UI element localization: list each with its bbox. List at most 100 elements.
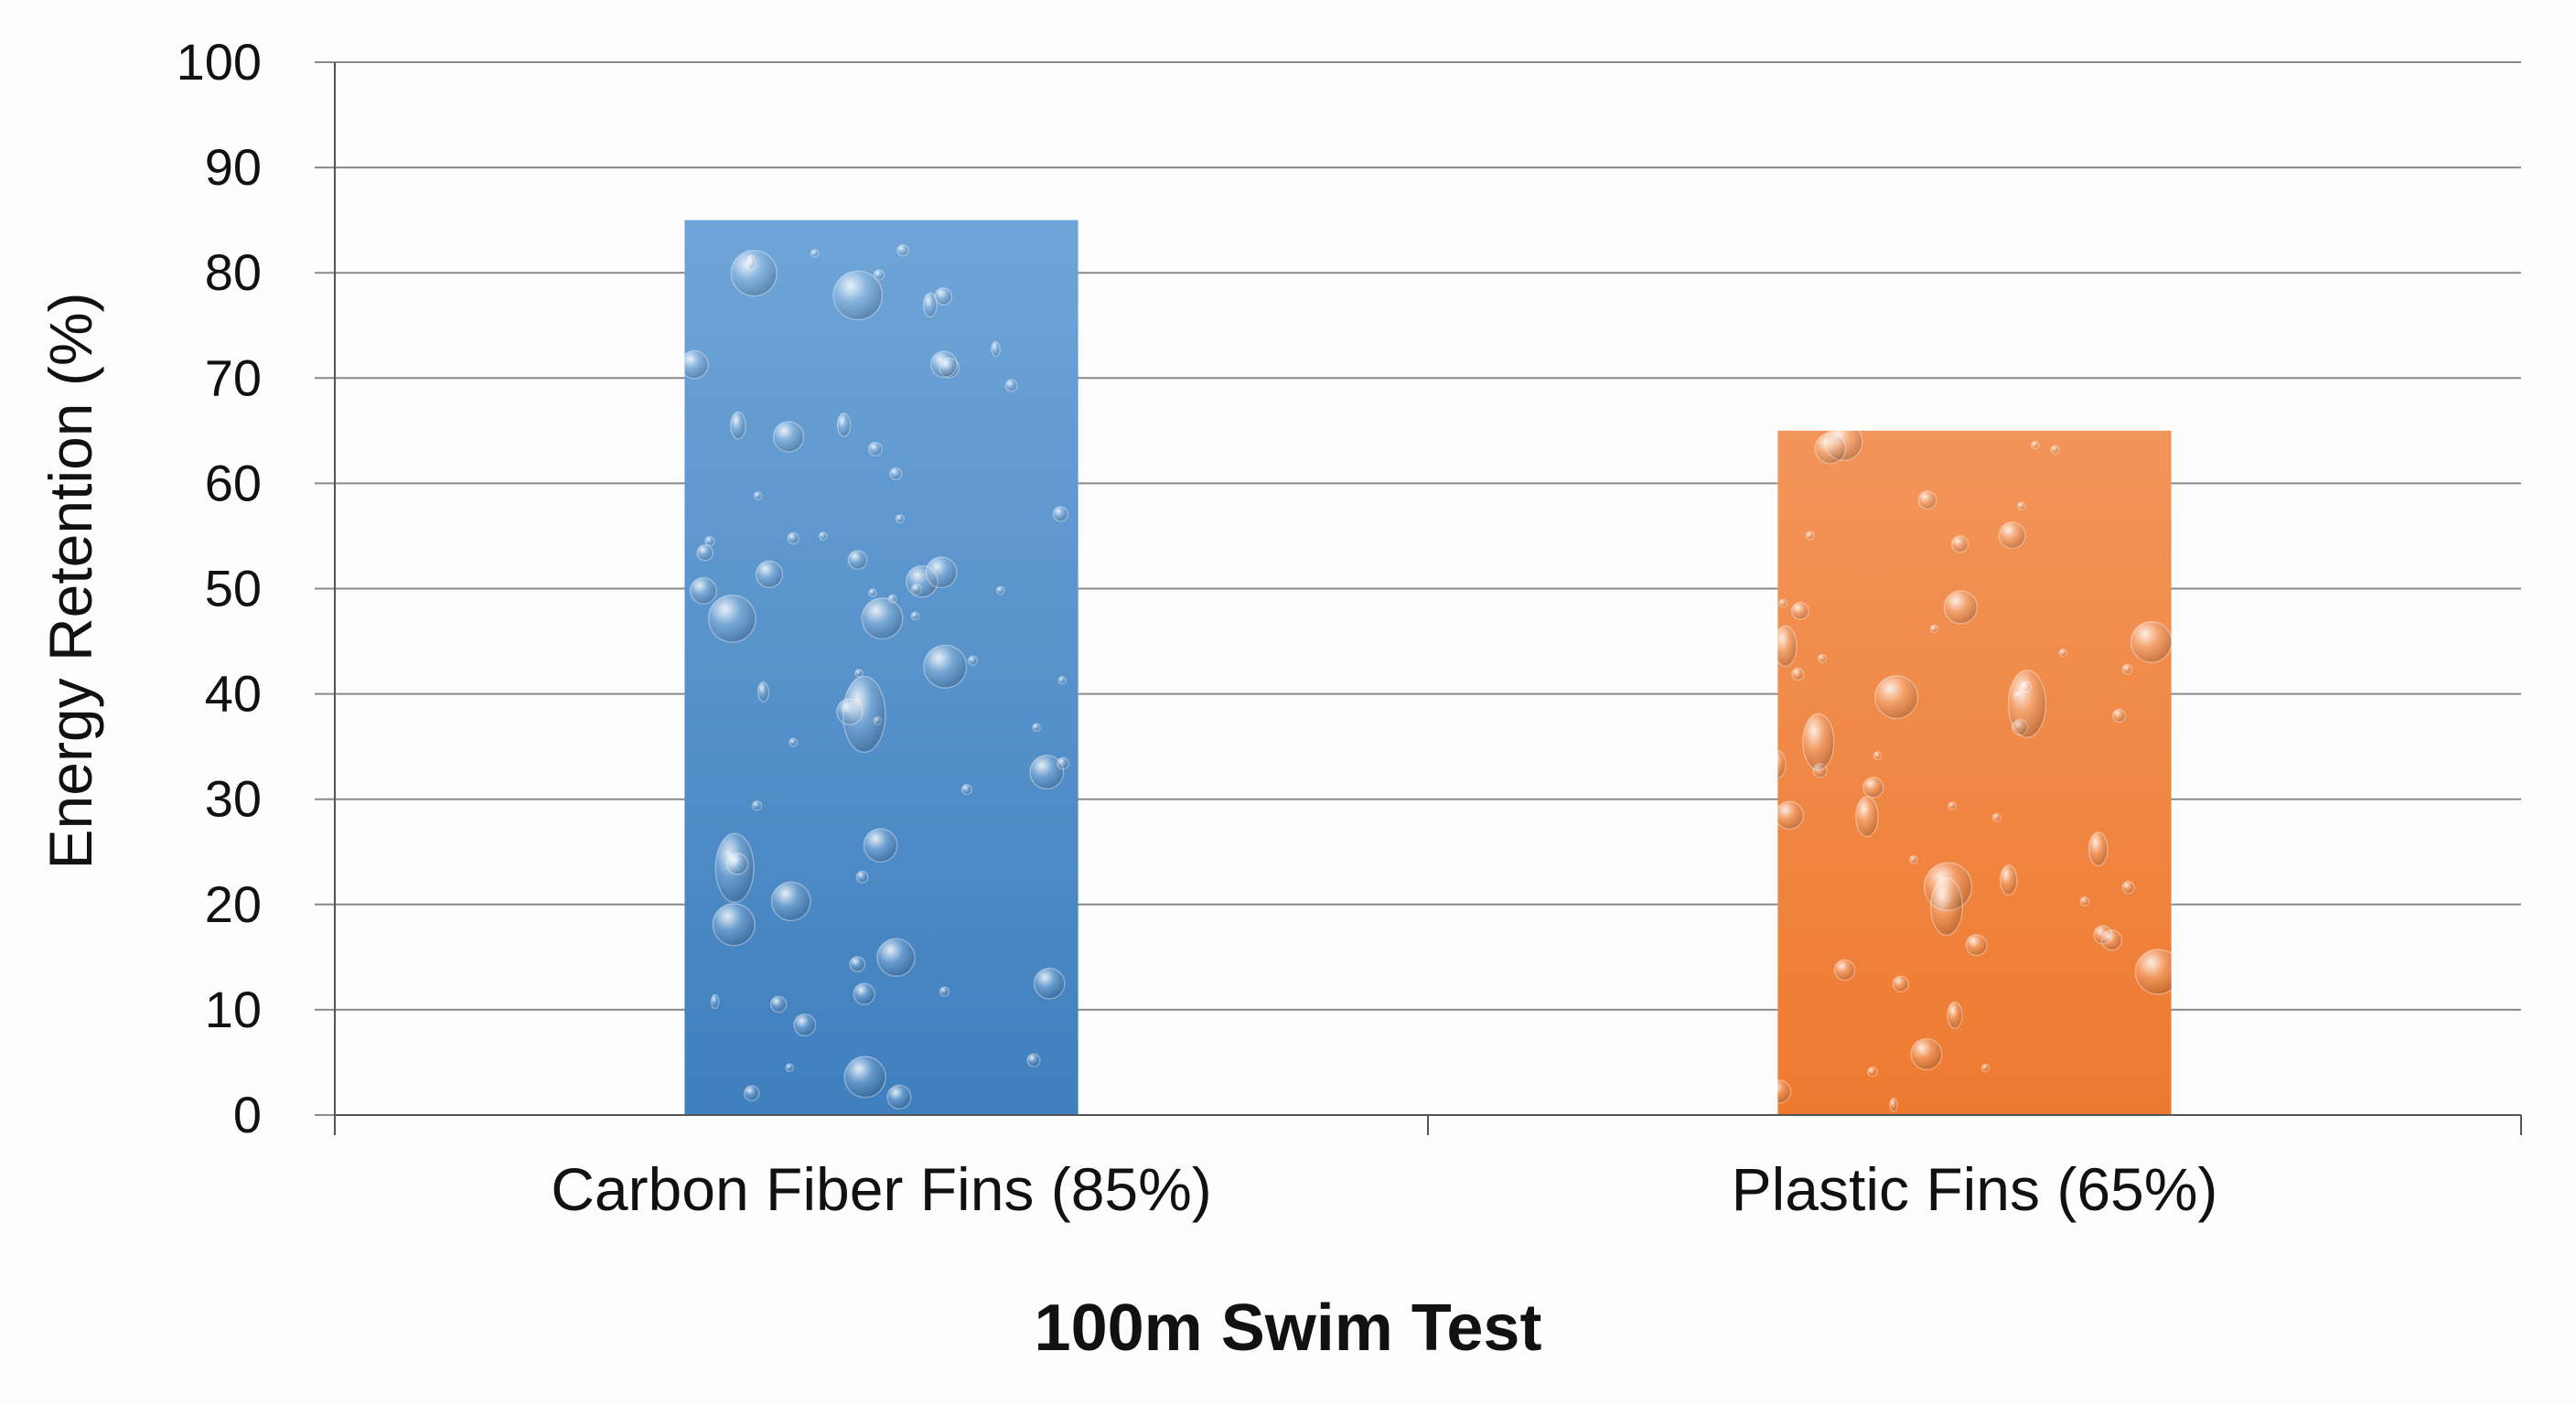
water-droplet — [923, 644, 968, 689]
water-droplet — [725, 853, 749, 875]
water-droplet — [1892, 975, 1909, 992]
bar — [684, 220, 1079, 1115]
water-droplet — [929, 350, 958, 379]
water-droplet — [1791, 667, 1805, 681]
axes — [334, 62, 2522, 1135]
water-droplet — [867, 441, 883, 456]
water-droplet — [2134, 949, 2172, 995]
water-droplet — [704, 535, 715, 547]
water-droplet — [746, 254, 756, 270]
water-droplet — [863, 828, 898, 863]
water-droplet — [849, 956, 866, 973]
water-droplet — [2007, 670, 2047, 738]
y-tick-label: 40 — [205, 665, 262, 723]
water-droplet — [1814, 432, 1847, 465]
y-tick-label: 70 — [205, 349, 262, 406]
water-droplet — [1032, 723, 1041, 733]
water-droplet — [895, 514, 905, 524]
water-droplet — [847, 550, 868, 571]
water-droplet — [1889, 1098, 1898, 1112]
water-droplet — [730, 249, 778, 297]
water-droplet — [861, 597, 904, 640]
water-droplet — [843, 1056, 886, 1099]
water-droplet — [1980, 1063, 1991, 1073]
water-droplet — [696, 544, 714, 562]
water-droplets — [684, 243, 1070, 1110]
water-droplet — [1991, 812, 2002, 822]
water-droplet — [1910, 1037, 1943, 1071]
water-droplet — [925, 556, 958, 589]
water-droplet — [743, 1085, 760, 1102]
water-droplet — [2100, 928, 2123, 951]
water-droplet — [1948, 801, 1957, 810]
water-droplet — [1862, 777, 1884, 799]
water-droplet — [1052, 506, 1068, 522]
water-droplet — [889, 467, 903, 481]
water-droplet — [2031, 440, 2040, 450]
water-droplet — [1057, 756, 1070, 770]
water-droplet — [995, 585, 1005, 595]
water-droplet — [939, 986, 950, 997]
water-droplet — [1790, 601, 1809, 620]
water-droplet — [1855, 796, 1879, 838]
water-droplet — [1777, 1079, 1792, 1104]
water-droplet — [751, 800, 763, 811]
water-droplet — [1873, 751, 1883, 760]
water-droplet — [772, 421, 805, 453]
water-droplet — [1777, 800, 1804, 831]
water-droplet — [1777, 625, 1798, 668]
water-droplet — [818, 531, 828, 541]
water-droplet — [2121, 880, 2135, 895]
water-droplet — [853, 982, 875, 1005]
water-droplet — [1917, 490, 1937, 510]
water-droplet — [1874, 675, 1919, 720]
water-droplet — [934, 287, 953, 306]
water-droplet — [855, 870, 869, 884]
water-droplet — [1950, 535, 1970, 553]
water-droplet — [689, 576, 717, 605]
y-tick-label: 20 — [205, 875, 262, 933]
water-droplet — [793, 1014, 817, 1037]
labels: Energy Retention (%) 100m Swim Test 0 10 2… — [37, 33, 2217, 1365]
y-tick-label: 90 — [205, 138, 262, 196]
y-tick-label: 30 — [205, 770, 262, 828]
gridlines — [315, 61, 2521, 1116]
water-droplet — [2111, 708, 2127, 724]
water-droplet — [1929, 624, 1939, 634]
water-droplet — [1817, 653, 1827, 663]
water-droplet — [910, 611, 920, 621]
water-droplet — [1004, 379, 1018, 392]
bar-group — [1777, 430, 2172, 1116]
water-droplet — [789, 737, 799, 747]
water-droplet — [707, 594, 757, 643]
water-droplet — [2017, 501, 2026, 511]
water-droplet — [2079, 896, 2090, 906]
water-droplet — [2058, 649, 2068, 658]
water-droplet — [753, 491, 763, 500]
water-droplet — [769, 995, 788, 1014]
water-droplet — [2088, 831, 2109, 867]
bar-group — [684, 220, 1079, 1115]
water-droplet — [1029, 755, 1065, 790]
water-droplet — [712, 903, 756, 947]
x-category-label: Plastic Fins (65%) — [1732, 1155, 2218, 1223]
water-droplet — [1929, 877, 1963, 937]
water-droplet — [922, 292, 938, 318]
y-tick-label: 100 — [177, 33, 262, 91]
water-droplet — [961, 784, 972, 796]
water-droplet — [1998, 521, 2026, 550]
y-tick-label: 10 — [205, 981, 262, 1038]
x-axis-title: 100m Swim Test — [1035, 1292, 1542, 1365]
y-tick-label: 50 — [205, 560, 262, 617]
y-tick-label: 0 — [233, 1086, 262, 1143]
y-tick-label: 60 — [205, 454, 262, 511]
y-tick-label: 80 — [205, 243, 262, 301]
water-droplet — [967, 655, 979, 666]
water-droplet — [1805, 531, 1815, 541]
bars — [684, 220, 2172, 1116]
water-droplet — [873, 269, 886, 281]
water-droplet — [1947, 1001, 1963, 1029]
water-droplet — [810, 249, 820, 258]
